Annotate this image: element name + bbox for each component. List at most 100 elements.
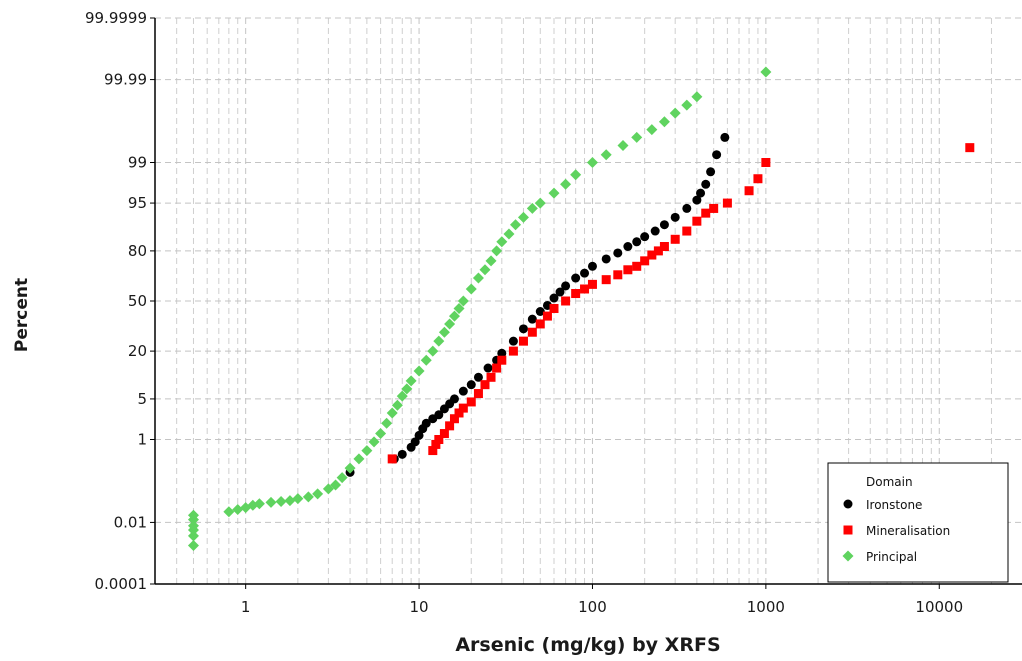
y-tick-label: 5 [137, 390, 147, 408]
mineralisation-point [527, 327, 537, 337]
principal-point [646, 124, 658, 136]
principal-point [681, 99, 693, 111]
y-tick-labels: 0.0001 0.01 1 5 20 50 80 95 99 99.99 99.9999 [85, 9, 147, 593]
y-tick-label: 0.0001 [95, 575, 148, 593]
ironstone-point [571, 273, 581, 283]
principal-point [413, 365, 425, 377]
ironstone-point [613, 248, 623, 258]
legend-label-mineralisation: Mineralisation [866, 524, 950, 538]
principal-point [361, 445, 373, 457]
x-tick-label: 100 [578, 598, 607, 616]
ironstone-point [659, 220, 669, 230]
mineralisation-point [701, 208, 711, 218]
legend-items: Ironstone Mineralisation Principal [842, 498, 950, 564]
ironstone-point [580, 268, 590, 278]
ironstone-point [587, 261, 597, 271]
mineralisation-point [458, 403, 468, 413]
mineralisation-point [682, 226, 692, 236]
principal-point [187, 540, 199, 552]
principal-point [433, 335, 445, 347]
mineralisation-point [445, 421, 455, 431]
y-tick-label: 0.01 [114, 513, 147, 531]
principal-point [465, 283, 477, 295]
y-tick-label: 95 [128, 194, 147, 212]
mineralisation-point [428, 446, 438, 456]
mineralisation-point [561, 296, 571, 306]
principal-point [187, 530, 199, 542]
mineralisation-point [647, 250, 657, 260]
principal-point [381, 417, 393, 429]
x-tick-label: 10000 [915, 598, 963, 616]
principal-point [438, 326, 450, 338]
principal-point [375, 428, 387, 440]
mineralisation-point [434, 435, 444, 445]
y-tick-label: 20 [128, 342, 147, 360]
ironstone-point [449, 394, 459, 404]
mineralisation-point [659, 242, 669, 252]
mineralisation-point [387, 454, 397, 464]
ironstone-point [414, 430, 424, 440]
principal-point [526, 202, 538, 214]
ironstone-point [410, 437, 420, 447]
x-axis-title: Arsenic (mg/kg) by XRFS [455, 634, 720, 656]
mineralisation-point [722, 198, 732, 208]
principal-point [336, 472, 348, 484]
mineralisation-point [454, 408, 464, 418]
ironstone-point [682, 203, 692, 213]
mineralisation-point [466, 397, 476, 407]
principal-point [669, 107, 681, 119]
ironstone-point [421, 418, 431, 428]
ironstone-point [397, 449, 407, 459]
principal-point [586, 156, 598, 168]
mineralisation-point [486, 372, 496, 382]
ironstone-point [670, 212, 680, 222]
y-tick-label: 50 [128, 292, 147, 310]
principal-point [420, 354, 432, 366]
principal-point [391, 399, 403, 411]
ironstone-point [701, 179, 711, 189]
legend-label-ironstone: Ironstone [866, 498, 922, 512]
mineralisation-point [497, 355, 507, 365]
principal-point [448, 310, 460, 322]
mineralisation-point [761, 157, 771, 167]
principal-point [187, 509, 199, 521]
principal-point [353, 453, 365, 465]
ironstone-point [712, 150, 722, 160]
mineralisation-point [601, 275, 611, 285]
mineralisation-point [518, 336, 528, 346]
principal-point [401, 383, 413, 395]
principal-point [503, 228, 515, 240]
series-ironstone [345, 132, 730, 477]
mineralisation-point [580, 284, 590, 294]
ironstone-point [483, 363, 493, 373]
principal-point [322, 483, 334, 495]
principal-point [600, 149, 612, 161]
mineralisation-point [709, 203, 719, 213]
ironstone-point [601, 254, 611, 264]
ironstone-point [623, 242, 633, 252]
axes [150, 17, 1022, 589]
principal-point [232, 504, 244, 516]
principal-point [292, 493, 304, 505]
principal-point [517, 211, 529, 223]
legend-title: Domain [866, 475, 913, 489]
legend-marker-ironstone [843, 499, 853, 509]
legend-marker-mineralisation [843, 525, 853, 535]
principal-point [427, 345, 439, 357]
ironstone-point [706, 167, 716, 177]
legend-marker-principal [842, 550, 854, 562]
principal-point [312, 488, 324, 500]
ironstone-point [650, 226, 660, 236]
principal-point [534, 197, 546, 209]
ironstone-point [555, 287, 565, 297]
y-tick-label: 99 [128, 153, 147, 171]
principal-point [275, 495, 287, 507]
y-tick-label: 99.99 [104, 71, 147, 89]
principal-point [691, 91, 703, 103]
ironstone-point [434, 410, 444, 420]
principal-point [485, 255, 497, 267]
principal-point [453, 302, 465, 314]
principal-point [330, 479, 342, 491]
principal-point [253, 498, 265, 510]
